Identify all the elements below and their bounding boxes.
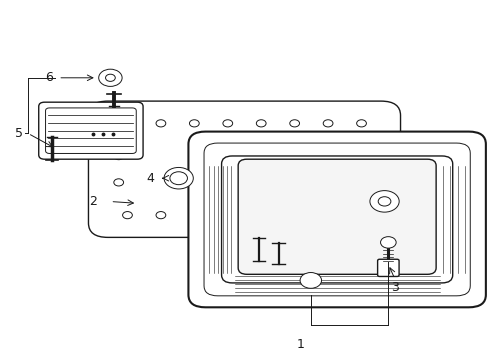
Circle shape: [289, 120, 299, 127]
Circle shape: [99, 69, 122, 86]
Circle shape: [105, 74, 115, 81]
FancyBboxPatch shape: [221, 156, 452, 283]
FancyBboxPatch shape: [45, 108, 136, 153]
Circle shape: [163, 167, 193, 189]
Text: 6: 6: [45, 71, 53, 84]
Circle shape: [169, 172, 187, 185]
Text: 3: 3: [390, 281, 398, 294]
Circle shape: [365, 153, 374, 160]
Circle shape: [289, 212, 299, 219]
Circle shape: [156, 212, 165, 219]
Circle shape: [223, 212, 232, 219]
Circle shape: [122, 120, 132, 127]
Circle shape: [323, 212, 332, 219]
FancyBboxPatch shape: [39, 102, 143, 159]
Circle shape: [156, 120, 165, 127]
Text: 4: 4: [145, 172, 154, 185]
FancyBboxPatch shape: [203, 143, 469, 296]
Circle shape: [114, 153, 123, 160]
Circle shape: [369, 190, 398, 212]
FancyBboxPatch shape: [88, 101, 400, 237]
Circle shape: [377, 197, 390, 206]
Text: 5: 5: [15, 127, 23, 140]
Circle shape: [189, 120, 199, 127]
Circle shape: [380, 237, 395, 248]
FancyBboxPatch shape: [188, 132, 485, 307]
Circle shape: [223, 120, 232, 127]
Circle shape: [256, 212, 265, 219]
Circle shape: [356, 120, 366, 127]
Circle shape: [256, 120, 265, 127]
Text: 1: 1: [296, 338, 304, 351]
FancyBboxPatch shape: [238, 159, 435, 274]
Text: 2: 2: [89, 195, 97, 208]
Circle shape: [323, 120, 332, 127]
Circle shape: [300, 273, 321, 288]
Circle shape: [114, 179, 123, 186]
Circle shape: [356, 212, 366, 219]
Circle shape: [122, 212, 132, 219]
Circle shape: [189, 212, 199, 219]
Circle shape: [365, 179, 374, 186]
FancyBboxPatch shape: [377, 259, 398, 276]
